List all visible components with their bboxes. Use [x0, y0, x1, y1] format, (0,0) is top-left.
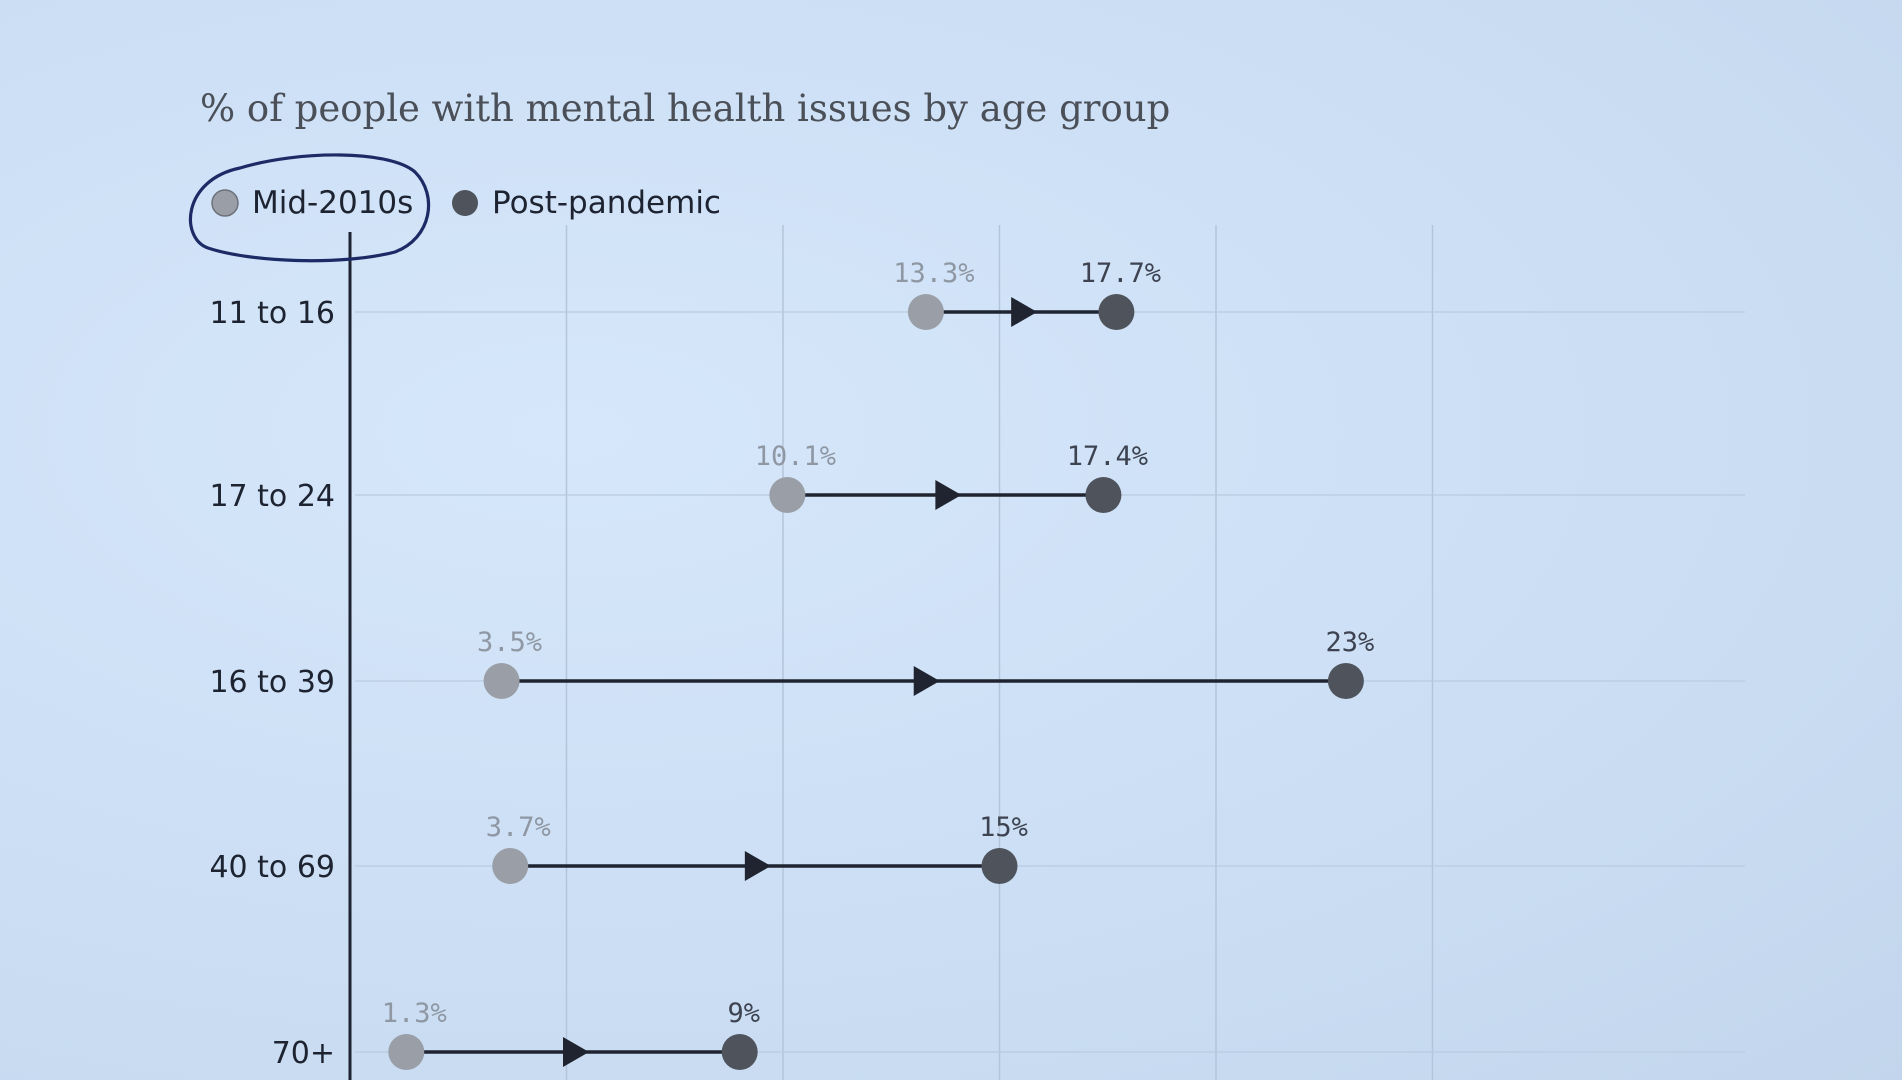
- row-2: 16 to 39 3.5% 23%: [209, 627, 1374, 700]
- legend-dot-post-pandemic: [452, 190, 478, 216]
- category-label: 11 to 16: [209, 296, 335, 331]
- dot-mid-2010s: [907, 294, 944, 330]
- arrowhead: [935, 480, 962, 510]
- dot-post-pandemic: [981, 848, 1018, 884]
- legend-label-post-pandemic: Post-pandemic: [492, 185, 721, 221]
- row-3: 40 to 69 3.7% 15%: [209, 812, 1027, 885]
- value-label-post-pandemic: 9%: [727, 998, 760, 1029]
- dot-post-pandemic: [1327, 663, 1364, 699]
- dot-mid-2010s: [388, 1034, 425, 1070]
- category-label: 40 to 69: [209, 850, 335, 885]
- legend: Mid-2010s Post-pandemic: [188, 153, 721, 263]
- value-label-post-pandemic: 15%: [979, 812, 1028, 843]
- category-label: 16 to 39: [209, 665, 335, 700]
- dot-post-pandemic: [721, 1034, 758, 1070]
- category-label: 70+: [272, 1036, 335, 1071]
- dot-mid-2010s: [769, 477, 806, 513]
- value-label-mid-2010s: 10.1%: [755, 441, 836, 472]
- arrowhead: [913, 666, 940, 696]
- value-label-mid-2010s: 1.3%: [382, 998, 447, 1029]
- row-4: 70+ 1.3% 9%: [272, 998, 760, 1071]
- row-1: 17 to 24 10.1% 17.4%: [209, 441, 1148, 514]
- value-label-post-pandemic: 23%: [1326, 627, 1375, 658]
- dot-post-pandemic: [1098, 294, 1135, 330]
- row-0: 11 to 16 13.3% 17.7%: [209, 258, 1161, 331]
- value-label-post-pandemic: 17.7%: [1080, 258, 1161, 289]
- legend-dot-mid-2010s: [211, 189, 239, 217]
- category-label: 17 to 24: [209, 479, 335, 514]
- dumbbell-rows: 11 to 16 13.3% 17.7% 17 to 24 10.1% 17.4% 16 t…: [209, 258, 1374, 1071]
- arrowhead: [744, 851, 771, 881]
- hand-drawn-circle-annotation: [188, 153, 431, 263]
- dot-post-pandemic: [1085, 477, 1122, 513]
- value-label-mid-2010s: 3.7%: [486, 812, 551, 843]
- arrowhead: [1011, 297, 1038, 327]
- chart-title: % of people with mental health issues by…: [200, 87, 1170, 130]
- value-label-post-pandemic: 17.4%: [1067, 441, 1148, 472]
- vertical-gridlines: [565, 225, 1434, 1080]
- dot-mid-2010s: [492, 848, 529, 884]
- arrowhead: [562, 1037, 589, 1067]
- value-label-mid-2010s: 13.3%: [893, 258, 974, 289]
- value-label-mid-2010s: 3.5%: [477, 627, 542, 658]
- dot-mid-2010s: [483, 663, 520, 699]
- legend-label-mid-2010s: Mid-2010s: [252, 185, 413, 221]
